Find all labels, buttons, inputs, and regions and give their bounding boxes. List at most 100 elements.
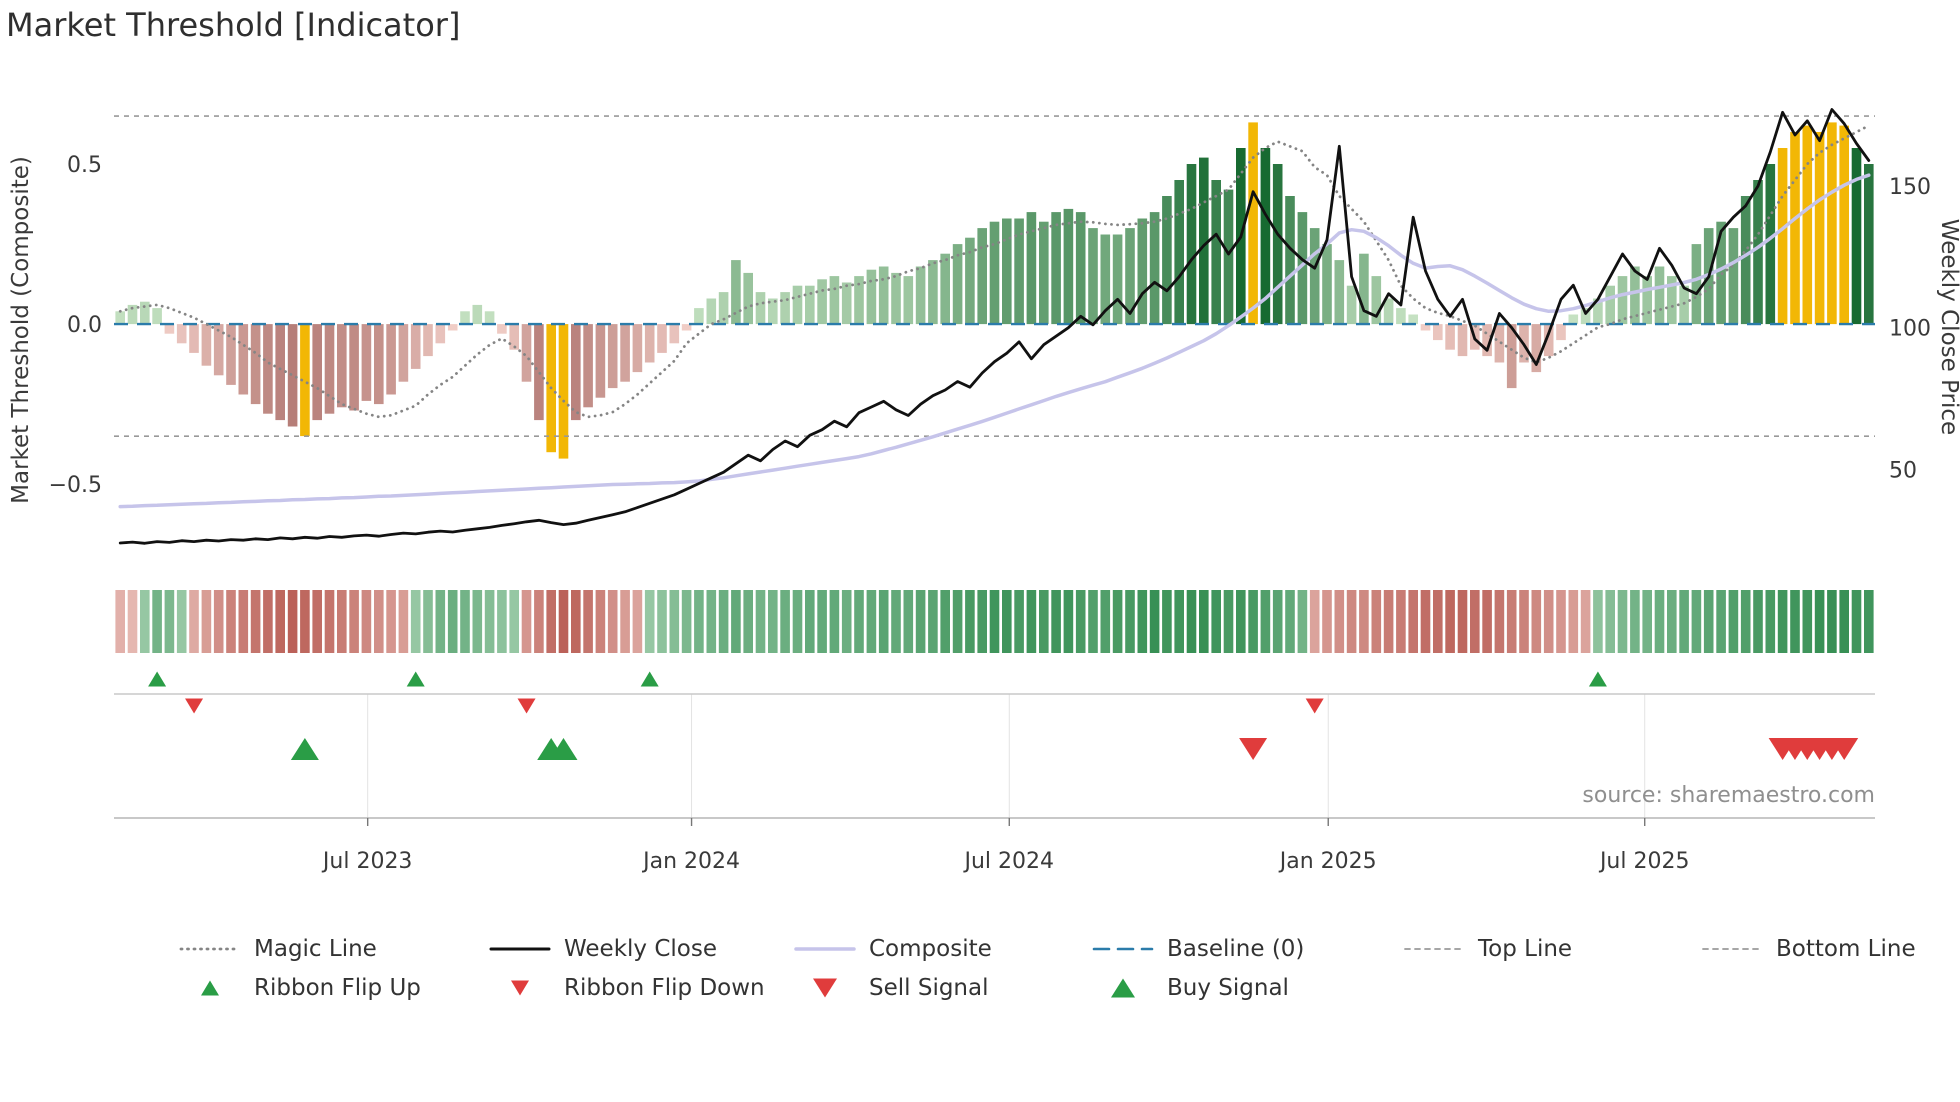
ribbon-cell: [928, 590, 938, 653]
ribbon-cell: [780, 590, 790, 653]
threshold-bar: [152, 308, 162, 325]
legend-column: Baseline (0) Buy Signal: [1091, 933, 1304, 1004]
source-text: source: sharemaestro.com: [1582, 783, 1875, 808]
threshold-bar: [1322, 244, 1332, 325]
threshold-bar: [534, 324, 544, 421]
ribbon-cell: [595, 590, 606, 653]
threshold-bar: [878, 266, 889, 325]
threshold-bar: [1506, 324, 1517, 389]
threshold-bar: [1691, 244, 1702, 325]
ribbon-cell: [706, 590, 717, 653]
threshold-bar: [1199, 157, 1209, 325]
legend-label: Ribbon Flip Down: [564, 975, 765, 1001]
ribbon-cell: [176, 590, 187, 653]
threshold-bar: [201, 324, 212, 366]
legend-column: Bottom Line: [1700, 933, 1916, 965]
ribbon-flip-up-marker: [406, 671, 425, 687]
ribbon-cell: [571, 590, 581, 653]
threshold-bar: [1827, 122, 1837, 325]
ribbon-cell: [1125, 590, 1135, 653]
legend-item-ribbon-flip-down: Ribbon Flip Down: [488, 972, 765, 1004]
threshold-bar: [1371, 276, 1382, 325]
legend-item-ribbon-flip-up: Ribbon Flip Up: [178, 972, 421, 1004]
ribbon-flip-down-marker: [185, 698, 204, 714]
ribbon-cell: [989, 590, 1000, 653]
market-threshold-chart: 0.5 0.0 −0.5 150 100 50 source: sharemaestro.c…: [49, 108, 1931, 874]
ribbon-cell: [1543, 590, 1554, 653]
threshold-bar: [903, 276, 914, 325]
ribbon-cell: [1605, 590, 1615, 653]
threshold-bar: [1593, 298, 1603, 325]
ribbon-cell: [189, 590, 199, 653]
ribbon-cell: [1506, 590, 1517, 653]
threshold-bar: [989, 221, 1000, 325]
composite-line: [118, 173, 1871, 509]
x-tick-label: Jul 2025: [1598, 849, 1690, 874]
threshold-bar: [1383, 298, 1394, 325]
ribbon-cell: [127, 590, 138, 653]
ribbon-cell: [1617, 590, 1628, 653]
ribbon-cell: [1765, 590, 1776, 653]
ribbon-cell: [484, 590, 495, 653]
ribbon-cell: [1346, 590, 1357, 653]
threshold-bar: [1211, 180, 1221, 325]
legend-item-baseline-0: Baseline (0): [1091, 933, 1304, 965]
threshold-bar: [1445, 324, 1455, 350]
ribbon-cell: [546, 590, 556, 653]
threshold-bar: [780, 292, 790, 325]
ribbon-cell: [509, 590, 519, 653]
threshold-bar: [1420, 324, 1431, 331]
ribbon-cell: [374, 590, 384, 653]
threshold-bar: [497, 324, 507, 334]
ribbon-cell: [632, 590, 643, 653]
threshold-bar: [1088, 228, 1098, 325]
threshold-bar: [521, 324, 532, 382]
threshold-bar: [398, 324, 409, 382]
ribbon-cell: [410, 590, 421, 653]
ribbon-cell: [460, 590, 470, 653]
x-tick-label: Jul 2023: [321, 849, 413, 874]
threshold-bar: [1864, 164, 1874, 325]
ribbon-cell: [1703, 590, 1714, 653]
ribbon-cell: [743, 590, 753, 653]
ribbon-cell: [201, 590, 212, 653]
ribbon-cell: [866, 590, 877, 653]
threshold-bar: [1014, 218, 1024, 325]
ribbon-cell: [1026, 590, 1037, 653]
threshold-bar: [669, 324, 680, 344]
threshold-bar: [1777, 148, 1788, 325]
threshold-bar: [1248, 122, 1258, 325]
threshold-bar: [805, 285, 815, 325]
ribbon-cell: [829, 590, 840, 653]
threshold-bar: [915, 266, 926, 325]
threshold-bar: [287, 324, 298, 427]
ref-line-swatch: [1702, 948, 1762, 950]
threshold-bar: [1063, 208, 1074, 325]
threshold-bar: [238, 324, 249, 395]
ribbon-cell: [841, 590, 852, 653]
ribbon-cell: [854, 590, 864, 653]
threshold-bar: [1654, 266, 1665, 325]
legend-item-buy-signal: Buy Signal: [1091, 972, 1304, 1004]
ribbon-cell: [349, 590, 359, 653]
threshold-bar: [509, 324, 519, 350]
ribbon-cell: [1494, 590, 1505, 653]
weekly-close-line: [118, 108, 1871, 545]
ribbon-cell: [1371, 590, 1382, 653]
ribbon-cell: [1334, 590, 1345, 653]
ribbon-cell: [152, 590, 162, 653]
ribbon-cell: [1174, 590, 1184, 653]
ribbon-cell: [1162, 590, 1172, 653]
ribbon-cell: [1593, 590, 1603, 653]
y-tick-label-left: 0.5: [67, 153, 102, 178]
ribbon-cell: [1039, 590, 1049, 653]
ribbon-cell: [361, 590, 372, 653]
ribbon-cell: [891, 590, 901, 653]
ribbon-cell: [1839, 590, 1849, 653]
threshold-bar: [731, 260, 741, 325]
ribbon-cell: [903, 590, 914, 653]
threshold-bar: [829, 276, 840, 325]
ribbon-cell: [1864, 590, 1874, 653]
ribbon-cell: [1482, 590, 1492, 653]
